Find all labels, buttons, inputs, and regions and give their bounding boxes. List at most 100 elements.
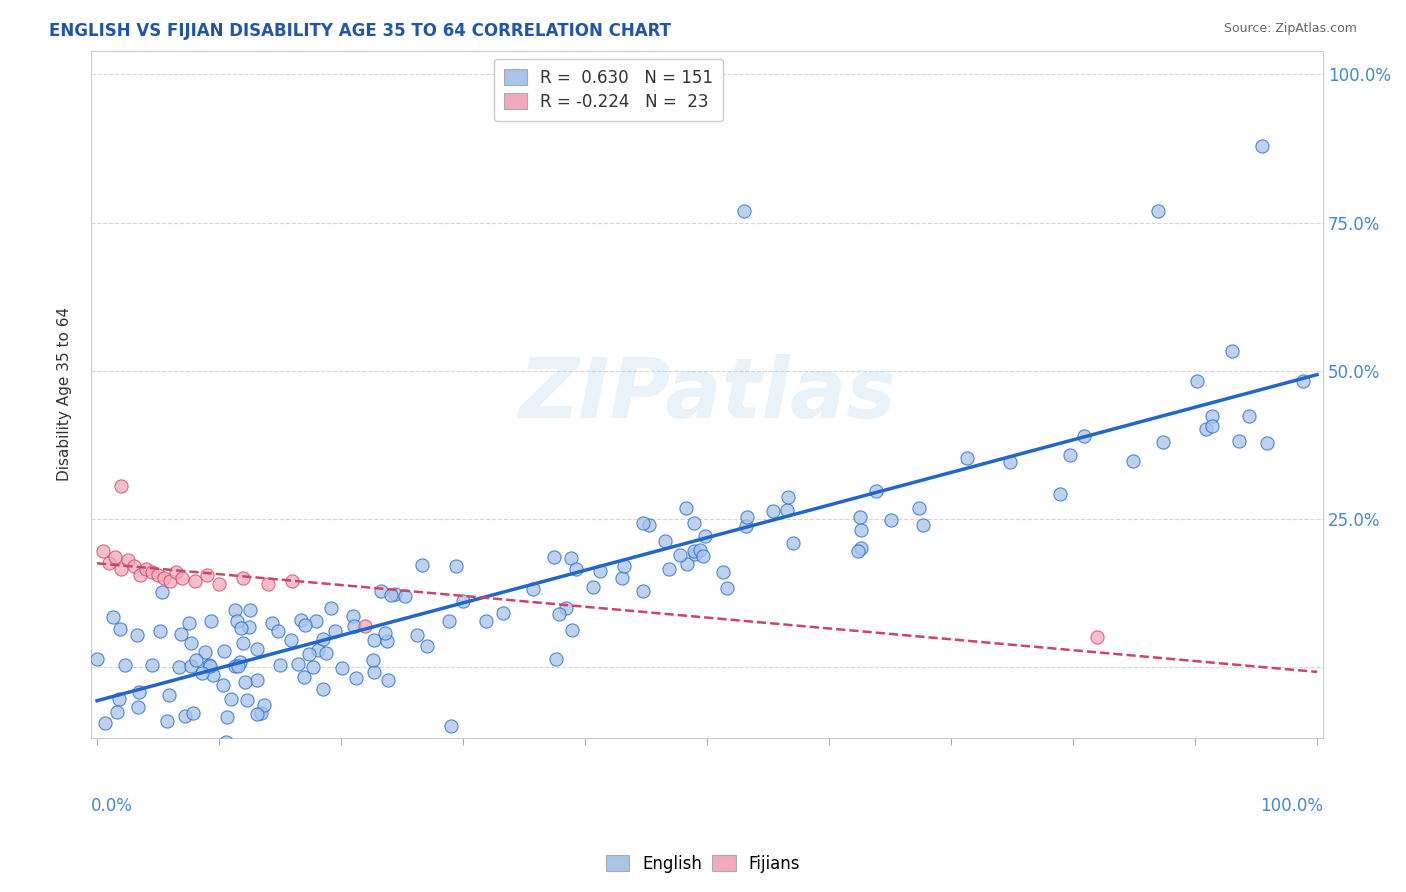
Point [127,700,149,714]
Point [323,624,346,639]
Point [775,502,797,516]
Text: Source: ZipAtlas.com: Source: ZipAtlas.com [1223,22,1357,36]
Point [239,602,262,616]
Point [1201,409,1223,423]
Point [1227,434,1250,448]
Point [167,660,190,674]
Point [229,620,252,634]
Point [290,614,312,628]
Point [682,516,704,530]
Point [177,616,200,631]
Point [865,484,887,499]
Point [191,666,214,681]
Point [610,571,633,585]
Legend: R =  0.630   N = 151, R = -0.224   N =  23: R = 0.630 N = 151, R = -0.224 N = 23 [494,59,723,120]
Y-axis label: Disability Age 35 to 64: Disability Age 35 to 64 [58,308,72,482]
Point [122,559,145,574]
Point [269,658,291,673]
Point [233,675,256,690]
Point [105,705,128,719]
Point [110,622,132,636]
Text: 100.0%: 100.0% [1260,797,1323,814]
Point [733,203,755,218]
Point [555,601,578,615]
Point [212,644,235,658]
Point [110,562,132,576]
Point [437,614,460,628]
Point [1194,422,1216,436]
Point [1152,435,1174,450]
Point [228,655,250,669]
Point [150,585,173,599]
Point [439,719,461,733]
Point [342,608,364,623]
Point [305,615,328,629]
Point [631,583,654,598]
Point [1201,418,1223,433]
Point [848,543,870,558]
Point [125,627,148,641]
Point [174,709,197,723]
Point [735,510,758,524]
Point [180,636,202,650]
Point [776,490,799,504]
Point [224,603,246,617]
Point [543,549,565,564]
Point [197,658,219,673]
Point [253,698,276,713]
Point [344,671,367,685]
Point [232,571,254,585]
Point [128,685,150,699]
Point [657,562,679,576]
Point [1073,429,1095,443]
Point [195,568,218,582]
Point [260,616,283,631]
Point [98,557,121,571]
Point [444,559,467,574]
Point [475,614,498,628]
Point [955,451,977,466]
Point [907,500,929,515]
Point [256,577,278,591]
Point [1292,375,1315,389]
Point [141,566,163,580]
Point [1059,448,1081,462]
Point [676,557,699,571]
Point [202,668,225,682]
Text: ZIPatlas: ZIPatlas [517,354,896,435]
Point [141,658,163,673]
Point [683,547,706,561]
Point [638,517,661,532]
Point [246,642,269,657]
Point [280,632,302,647]
Point [613,558,636,573]
Point [198,659,221,673]
Point [1122,454,1144,468]
Point [380,588,402,602]
Point [156,714,179,728]
Point [849,541,872,556]
Point [633,516,655,530]
Point [394,589,416,603]
Point [294,618,316,632]
Point [1087,631,1109,645]
Point [561,623,583,637]
Point [245,673,267,687]
Point [128,568,150,582]
Point [114,658,136,673]
Point [165,566,187,580]
Point [716,582,738,596]
Point [110,479,132,493]
Point [184,653,207,667]
Point [307,643,329,657]
Point [302,659,325,673]
Point [1187,374,1209,388]
Point [315,647,337,661]
Point [212,678,235,692]
Point [1049,487,1071,501]
Point [312,632,335,646]
Point [582,580,605,594]
Point [375,633,398,648]
Point [654,533,676,548]
Point [298,647,321,661]
